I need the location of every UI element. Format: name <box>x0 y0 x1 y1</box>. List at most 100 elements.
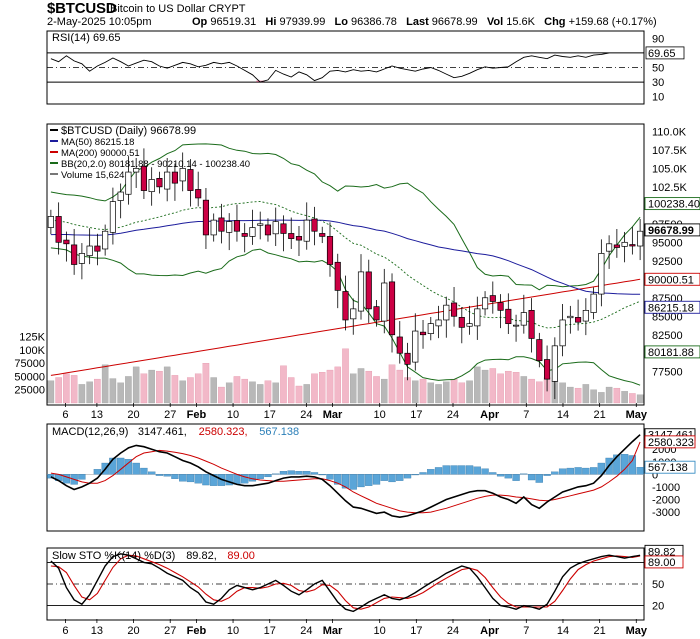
volume-bar <box>481 369 489 404</box>
volume-bar <box>241 378 248 404</box>
volume-bar <box>636 394 644 404</box>
volume-bar <box>419 378 427 404</box>
macd-histogram-bar <box>582 467 590 475</box>
x-axis-label: 10 <box>374 625 386 637</box>
x-axis-label: 6 <box>62 625 68 637</box>
volume-bar <box>404 377 411 404</box>
candle-body <box>94 245 101 252</box>
price-value-tag-text: 80181.88 <box>648 347 694 359</box>
candle-body <box>520 312 527 326</box>
candle-body <box>102 230 109 250</box>
candle-body <box>140 165 147 191</box>
volume-bar <box>621 391 628 404</box>
volume-bar <box>505 370 512 404</box>
volume-bar <box>63 373 70 404</box>
volume-bar <box>70 375 78 404</box>
candle-body <box>559 319 566 347</box>
macd-histogram-bar <box>78 474 86 480</box>
stochastic-tick-label: 20 <box>652 601 664 613</box>
macd-histogram-bar <box>194 474 202 484</box>
volume-bar <box>458 382 466 404</box>
price-legend-entry: MA(200) 90000.51 <box>61 148 140 159</box>
candle-body <box>233 220 241 232</box>
macd-histogram-bar <box>341 474 350 489</box>
candle-body <box>590 293 597 313</box>
price-tick-label: 95000 <box>652 237 683 249</box>
chart-header: $BTCUSD Bitcoin to US Dollar CRYPT 2-May… <box>0 0 700 30</box>
rsi-tick-label: 10 <box>652 92 664 104</box>
macd-legend-entry: 3147.461, <box>138 426 187 438</box>
volume-value: 15.6K <box>506 16 535 28</box>
volume-bar <box>272 382 279 404</box>
price-tick-label: 107.5K <box>652 145 688 157</box>
candle-body <box>187 169 194 191</box>
macd-histogram-bar <box>527 474 536 481</box>
volume-bar <box>574 387 582 404</box>
volume-bar <box>311 373 318 404</box>
candle-body <box>606 243 613 252</box>
x-axis-label: Apr <box>480 409 500 421</box>
volume-bar <box>489 368 497 404</box>
macd-histogram-bar <box>372 474 381 485</box>
macd-histogram-bar <box>155 474 164 476</box>
candle-body <box>295 236 303 241</box>
macd-histogram-bar <box>396 474 404 481</box>
candle-body <box>629 244 636 247</box>
volume-bar <box>101 364 109 404</box>
volume-tick-label: 75000 <box>14 358 45 370</box>
candle-body <box>350 308 357 320</box>
macd-histogram-bar <box>47 474 55 479</box>
macd-histogram-bar <box>318 474 326 476</box>
macd-histogram-bar <box>210 474 218 486</box>
volume-bar <box>132 366 140 404</box>
volume-bar <box>381 378 388 404</box>
volume-bar <box>412 380 419 404</box>
candle-body <box>71 244 78 265</box>
volume-bar <box>474 366 481 404</box>
price-value-tag-text: 86215.18 <box>648 302 694 314</box>
x-axis-label: 17 <box>410 625 422 637</box>
candle-body <box>202 199 210 236</box>
rsi-oversold-fill <box>256 80 265 83</box>
volume-bar <box>536 381 543 404</box>
rsi-line <box>50 52 610 83</box>
macd-histogram-bar <box>256 474 264 479</box>
panel-frame-rsi <box>46 30 645 105</box>
macd-histogram-bar <box>93 469 102 475</box>
candle-body <box>55 216 62 243</box>
volume-bar <box>365 370 373 404</box>
volume-bar <box>295 385 303 404</box>
volume-bar <box>233 376 241 404</box>
volume-bar <box>443 381 450 404</box>
macd-legend-entry: 567.138 <box>259 426 299 438</box>
macd-histogram-bar <box>566 467 574 475</box>
high-value: 97939.99 <box>279 16 326 28</box>
quote-date: 2-May-2025 10:05pm <box>47 16 152 28</box>
price-value-tag-text: 90000.51 <box>648 274 694 286</box>
volume-bar <box>598 392 605 404</box>
macd-histogram-bar <box>295 471 303 475</box>
x-axis-label: 13 <box>91 625 103 637</box>
volume-bar <box>117 382 124 404</box>
macd-histogram-bar <box>496 474 505 477</box>
macd-tick-label: -1000 <box>652 482 680 494</box>
ma50-line <box>50 219 641 295</box>
macd-histogram-bar <box>512 474 520 481</box>
macd-histogram-bar <box>179 474 187 482</box>
volume-bar <box>613 387 621 404</box>
x-axis-label: Apr <box>480 625 500 637</box>
last-value: 96678.99 <box>431 16 478 28</box>
macd-histogram-bar <box>225 474 233 486</box>
macd-histogram-bar <box>551 471 559 475</box>
price-value-tag <box>644 272 700 286</box>
price-tick-label: 77500 <box>652 367 683 379</box>
volume-bar <box>303 384 310 404</box>
volume-bar <box>350 373 357 404</box>
volume-tick-label: 50000 <box>14 371 45 383</box>
candle-body <box>419 331 427 336</box>
volume-bar <box>280 365 287 404</box>
macd-legend-entry: 2580.323, <box>199 426 248 438</box>
macd-histogram-bar <box>303 471 311 475</box>
candle-body <box>264 224 272 236</box>
candle-body <box>179 168 186 182</box>
